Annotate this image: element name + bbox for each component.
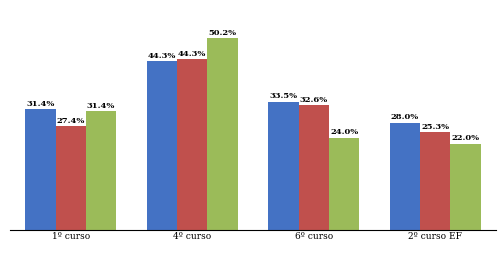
Bar bbox=[390, 123, 420, 230]
Text: 44.3%: 44.3% bbox=[148, 52, 176, 60]
Bar bbox=[25, 109, 56, 230]
Text: 27.4%: 27.4% bbox=[57, 117, 85, 125]
Text: 24.0%: 24.0% bbox=[330, 128, 358, 136]
Text: 31.4%: 31.4% bbox=[87, 102, 115, 110]
Bar bbox=[207, 38, 238, 230]
Bar bbox=[329, 138, 359, 230]
Text: 31.4%: 31.4% bbox=[26, 100, 55, 108]
Bar bbox=[450, 144, 481, 230]
Text: 22.0%: 22.0% bbox=[451, 134, 479, 142]
Text: 50.2%: 50.2% bbox=[208, 29, 236, 37]
Bar bbox=[299, 105, 329, 230]
Text: 44.3%: 44.3% bbox=[178, 50, 206, 58]
Text: 25.3%: 25.3% bbox=[421, 123, 449, 130]
Bar bbox=[420, 132, 450, 230]
Bar bbox=[56, 126, 86, 230]
Text: 32.6%: 32.6% bbox=[300, 96, 328, 104]
Bar bbox=[86, 111, 116, 230]
Bar bbox=[147, 61, 177, 230]
Text: 33.5%: 33.5% bbox=[270, 92, 298, 100]
Bar bbox=[177, 60, 207, 230]
Text: 28.0%: 28.0% bbox=[391, 113, 419, 121]
Bar bbox=[268, 102, 299, 230]
